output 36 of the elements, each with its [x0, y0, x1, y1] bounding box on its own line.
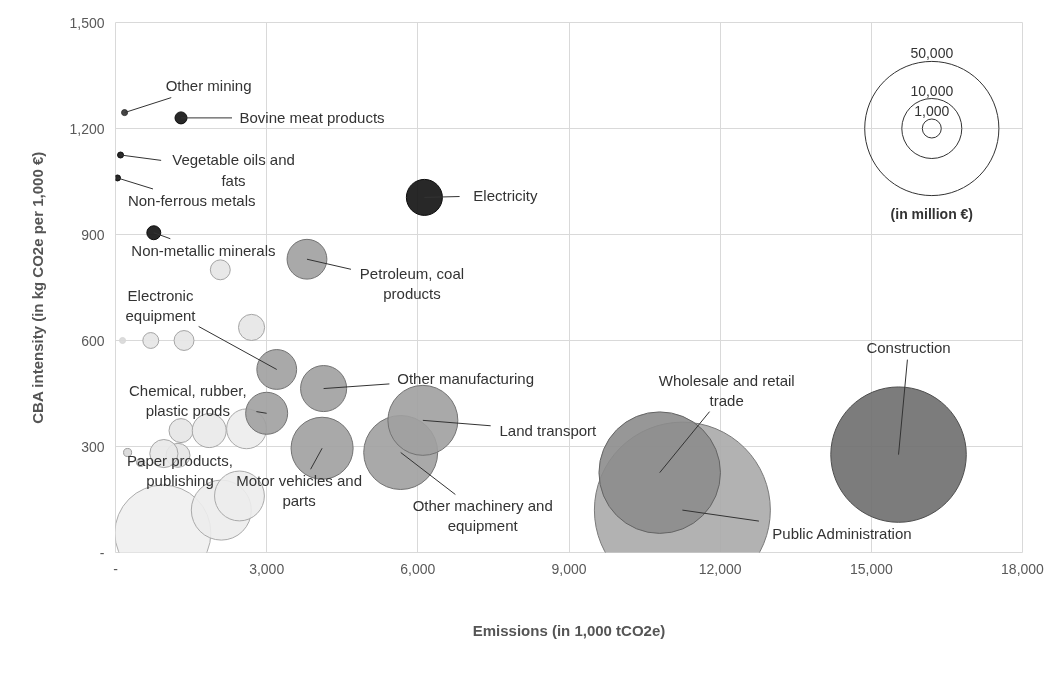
y-tick-label: 900: [81, 226, 105, 243]
annotation: Electronic equipment: [125, 286, 197, 325]
annotation: Motor vehicles and parts: [236, 471, 363, 509]
annotation: Wholesale and retail trade: [658, 371, 795, 410]
legend-label: 1,000: [914, 103, 950, 120]
annotation: Construction: [866, 339, 951, 357]
x-tick-label: 3,000: [249, 560, 285, 577]
x-tick-label: -: [113, 560, 119, 577]
legend-title: (in million €): [890, 205, 974, 222]
annotation: Bovine meat products: [239, 109, 385, 127]
x-axis-title: Emissions (in 1,000 tCO2e): [472, 621, 666, 639]
x-tick-label: 12,000: [698, 560, 742, 577]
annotation: Public Administration: [772, 524, 912, 542]
y-tick-label: 1,200: [69, 120, 105, 137]
annotation: Non-ferrous metals: [127, 192, 256, 210]
annotation: Electricity: [473, 186, 538, 204]
annotation: Land transport: [499, 421, 598, 439]
y-tick-label: 300: [81, 438, 105, 455]
annotation: Chemical, rubber, plastic prods: [129, 381, 247, 419]
y-axis-title: CBA intensity (in kg CO2e per 1,000 €): [29, 151, 47, 424]
annotation: Other mining: [165, 77, 252, 95]
y-tick-label: -: [99, 544, 105, 561]
y-tick-label: 1,500: [69, 14, 105, 31]
annotation: Other machinery and equipment: [412, 496, 553, 535]
annotation: Petroleum, coal products: [359, 264, 465, 302]
legend-label: 10,000: [910, 82, 954, 99]
annotation: Non-metallic minerals: [131, 242, 276, 260]
annotation: Vegetable oils and fats: [172, 151, 295, 189]
x-tick-label: 15,000: [849, 560, 893, 577]
annotation: Paper products, publishing: [127, 451, 233, 490]
legend-label: 50,000: [910, 45, 954, 62]
x-tick-label: 18,000: [1001, 560, 1045, 577]
x-tick-label: 6,000: [400, 560, 436, 577]
x-tick-label: 9,000: [551, 560, 587, 577]
y-tick-label: 600: [81, 332, 105, 349]
annotation: Other manufacturing: [397, 370, 534, 388]
